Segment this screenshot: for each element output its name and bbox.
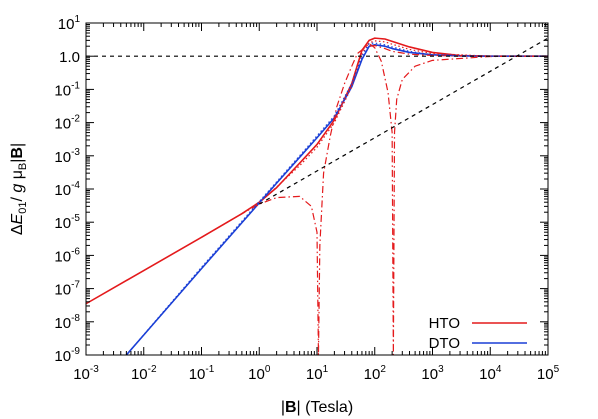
y-tick-label: 10-2 [54,114,80,133]
y-tick-label: 101 [58,14,81,33]
series-line-dot-5 [125,42,548,355]
series-line-dot-4 [258,40,548,204]
plot-frame [85,22,549,356]
legend: HTO DTO [429,315,527,352]
series-line-dashdot-3 [316,42,548,355]
y-tick-label: 10-9 [54,346,80,365]
series-line-dashdot-2 [201,44,548,355]
y-tick-label: 10-1 [54,80,80,99]
x-tick-label: 102 [364,364,387,383]
x-tick-label: 105 [537,364,560,383]
y-tick-label: 10-5 [54,213,80,232]
x-tick-label: 100 [248,364,271,383]
y-tick-label: 10-4 [54,180,80,199]
y-tick-label: 10-3 [54,147,80,166]
x-tick-label: 10-1 [189,364,215,383]
series-line-dash-7 [258,37,548,205]
ticks-layer [85,22,549,356]
series-line-dto [125,44,548,355]
series-layer [86,37,548,355]
tick-labels: 10-3 10-2 10-1 100 101 102 103 104 105 101 1.0 10-1… [54,14,559,383]
x-tick-label: 101 [306,364,329,383]
y-axis-label: ΔE01/ g μB|B| [9,143,29,235]
legend-label-hto: HTO [429,315,460,332]
x-axis-label: |B| (Tesla) [281,399,353,416]
y-tick-label: 1.0 [59,49,80,66]
y-tick-label: 10-8 [54,313,80,332]
y-tick-label: 10-6 [54,246,80,265]
legend-label-dto: DTO [429,335,460,352]
x-tick-label: 104 [479,364,502,383]
x-tick-label: 103 [421,364,444,383]
x-tick-label: 10-2 [131,364,157,383]
y-tick-label: 10-7 [54,280,80,299]
x-tick-label: 10-3 [73,364,99,383]
